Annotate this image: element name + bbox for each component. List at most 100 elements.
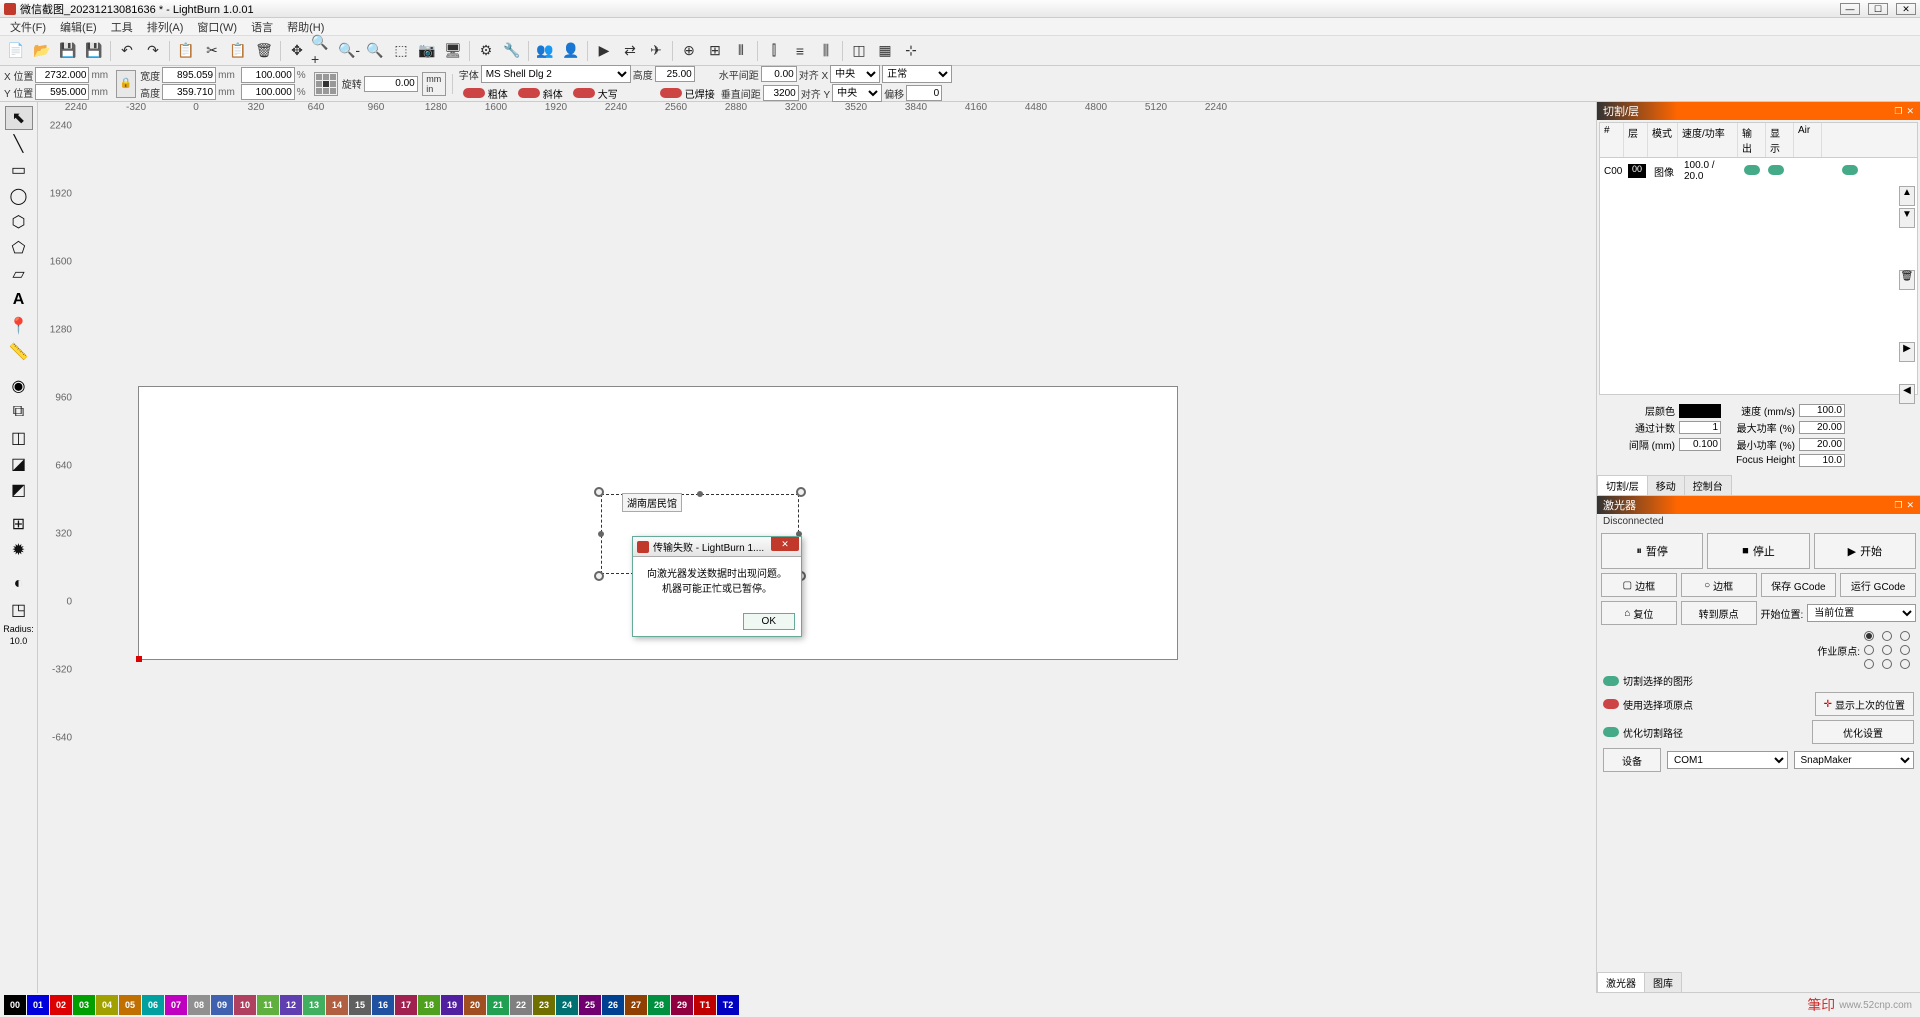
toolbar-button[interactable]: 📷 bbox=[415, 39, 439, 63]
bottom-tab[interactable]: 激光器 bbox=[1597, 972, 1645, 992]
layer-color-swatch[interactable] bbox=[1679, 404, 1721, 418]
stop-button[interactable]: ■停止 bbox=[1707, 533, 1809, 569]
toolbar-button[interactable]: 🔧 bbox=[500, 39, 524, 63]
palette-swatch[interactable]: 03 bbox=[73, 995, 95, 1015]
palette-swatch[interactable]: T2 bbox=[717, 995, 739, 1015]
palette-swatch[interactable]: 12 bbox=[280, 995, 302, 1015]
measure-tool-icon[interactable]: 📏 bbox=[5, 340, 33, 364]
cuts-delete-button[interactable]: 🗑 bbox=[1899, 270, 1915, 290]
toolbar-button[interactable]: 💾 bbox=[56, 39, 80, 63]
dialog-ok-button[interactable]: OK bbox=[743, 613, 795, 630]
toolbar-button[interactable]: 🔍- bbox=[337, 39, 361, 63]
text-tool-icon[interactable]: A bbox=[5, 288, 33, 312]
palette-swatch[interactable]: 00 bbox=[4, 995, 26, 1015]
palette-swatch[interactable]: 24 bbox=[556, 995, 578, 1015]
toolbar-button[interactable]: 📂 bbox=[30, 39, 54, 63]
weld-tool-icon[interactable]: ⧉ bbox=[5, 400, 33, 424]
menu-item[interactable]: 窗口(W) bbox=[191, 17, 243, 37]
palette-swatch[interactable]: 17 bbox=[395, 995, 417, 1015]
toolbar-button[interactable]: 📋 bbox=[174, 39, 198, 63]
units-toggle-icon[interactable]: mmin bbox=[422, 72, 446, 96]
radial-array-icon[interactable]: ✹ bbox=[5, 538, 33, 562]
palette-swatch[interactable]: 16 bbox=[372, 995, 394, 1015]
job-origin-grid[interactable] bbox=[1864, 631, 1914, 669]
panel-tab[interactable]: 切割/层 bbox=[1597, 475, 1648, 495]
offset-tool-icon[interactable]: ◉ bbox=[5, 374, 33, 398]
goto-origin-button[interactable]: 转到原点 bbox=[1681, 601, 1757, 625]
menu-item[interactable]: 工具 bbox=[105, 17, 139, 37]
rect-tool-icon[interactable]: ▭ bbox=[5, 158, 33, 182]
show-last-position-button[interactable]: ✛显示上次的位置 bbox=[1815, 692, 1914, 716]
toolbar-button[interactable]: ⊞ bbox=[703, 39, 727, 63]
palette-swatch[interactable]: 26 bbox=[602, 995, 624, 1015]
palette-swatch[interactable]: 15 bbox=[349, 995, 371, 1015]
min-power-input[interactable] bbox=[1799, 438, 1845, 451]
toolbar-button[interactable]: 🔍+ bbox=[311, 39, 335, 63]
palette-swatch[interactable]: 29 bbox=[671, 995, 693, 1015]
position-tool-icon[interactable]: 📍 bbox=[5, 314, 33, 338]
boolean-sub-icon[interactable]: ◫ bbox=[5, 426, 33, 450]
offset-input[interactable] bbox=[906, 85, 942, 101]
palette-swatch[interactable]: 05 bbox=[119, 995, 141, 1015]
width-input[interactable] bbox=[162, 67, 216, 83]
panel-restore-icon[interactable]: ❐ bbox=[1894, 106, 1902, 117]
toolbar-button[interactable]: 🗑 bbox=[252, 39, 276, 63]
polygon-tool-icon[interactable]: ⬡ bbox=[5, 210, 33, 234]
interval-input[interactable] bbox=[1679, 438, 1721, 451]
panel-close-icon[interactable]: ✕ bbox=[1906, 106, 1914, 117]
font-mode-select[interactable]: 正常 bbox=[882, 65, 952, 83]
cuts-left-button[interactable]: ◀ bbox=[1899, 384, 1915, 404]
vspace-input[interactable] bbox=[763, 85, 799, 101]
toolbar-button[interactable]: 👥 bbox=[533, 39, 557, 63]
palette-swatch[interactable]: 10 bbox=[234, 995, 256, 1015]
toolbar-button[interactable]: ⬚ bbox=[389, 39, 413, 63]
palette-swatch[interactable]: 09 bbox=[211, 995, 233, 1015]
menu-item[interactable]: 语言 bbox=[245, 17, 279, 37]
toolbar-button[interactable]: 📋 bbox=[226, 39, 250, 63]
palette-swatch[interactable]: 18 bbox=[418, 995, 440, 1015]
alignx-select[interactable]: 中央 bbox=[830, 65, 880, 83]
hspace-input[interactable] bbox=[761, 66, 797, 82]
port-select[interactable]: COM1 bbox=[1667, 751, 1788, 769]
frame-hull-button[interactable]: ○边框 bbox=[1681, 573, 1757, 597]
palette-swatch[interactable]: 11 bbox=[257, 995, 279, 1015]
palette-swatch[interactable]: 27 bbox=[625, 995, 647, 1015]
palette-swatch[interactable]: 20 bbox=[464, 995, 486, 1015]
save-gcode-button[interactable]: 保存 GCode bbox=[1761, 573, 1837, 597]
machine-select[interactable]: SnapMaker bbox=[1794, 751, 1915, 769]
minimize-button[interactable]: — bbox=[1840, 3, 1860, 15]
home-button[interactable]: ⌂复位 bbox=[1601, 601, 1677, 625]
toolbar-button[interactable]: ↶ bbox=[115, 39, 139, 63]
toolbar-button[interactable]: ▶ bbox=[592, 39, 616, 63]
dialog-titlebar[interactable]: 传输失败 - LightBurn 1.... ✕ bbox=[633, 537, 801, 557]
toolbar-button[interactable]: ✂ bbox=[200, 39, 224, 63]
aligny-select[interactable]: 中央 bbox=[832, 84, 882, 102]
palette-swatch[interactable]: 23 bbox=[533, 995, 555, 1015]
toolbar-button[interactable]: 🖥 bbox=[441, 39, 465, 63]
italic-toggle[interactable] bbox=[518, 88, 540, 98]
toolbar-button[interactable]: 💾 bbox=[82, 39, 106, 63]
toolbar-button[interactable]: ↷ bbox=[141, 39, 165, 63]
toolbar-button[interactable]: ≡ bbox=[788, 39, 812, 63]
palette-swatch[interactable]: T1 bbox=[694, 995, 716, 1015]
cuts-panel-header[interactable]: 切割/层 ❐✕ bbox=[1597, 102, 1920, 120]
palette-swatch[interactable]: 19 bbox=[441, 995, 463, 1015]
focus-height-input[interactable] bbox=[1799, 454, 1845, 467]
frame-rect-button[interactable]: ▢边框 bbox=[1601, 573, 1677, 597]
canvas[interactable]: 湖南居民馆 传输失败 - LightBurn 1.... ✕ 向激光器发送数据时… bbox=[76, 126, 1596, 993]
grid-array-icon[interactable]: ⊞ bbox=[5, 512, 33, 536]
ypos-input[interactable] bbox=[35, 84, 89, 100]
toolbar-button[interactable]: ⇄ bbox=[618, 39, 642, 63]
cuts-row-show-toggle[interactable] bbox=[1764, 163, 1788, 180]
line-tool-icon[interactable]: ╲ bbox=[5, 132, 33, 156]
dialog-close-button[interactable]: ✕ bbox=[771, 537, 799, 551]
lock-aspect-icon[interactable]: 🔒 bbox=[116, 70, 136, 98]
palette-swatch[interactable]: 08 bbox=[188, 995, 210, 1015]
toolbar-button[interactable]: ⫼ bbox=[814, 39, 838, 63]
cuts-right-button[interactable]: ▶ bbox=[1899, 342, 1915, 362]
toolbar-button[interactable]: ⫿ bbox=[762, 39, 786, 63]
close-button[interactable]: ✕ bbox=[1896, 3, 1916, 15]
palette-swatch[interactable]: 01 bbox=[27, 995, 49, 1015]
height-input[interactable] bbox=[162, 84, 216, 100]
width-pct-input[interactable] bbox=[241, 67, 295, 83]
